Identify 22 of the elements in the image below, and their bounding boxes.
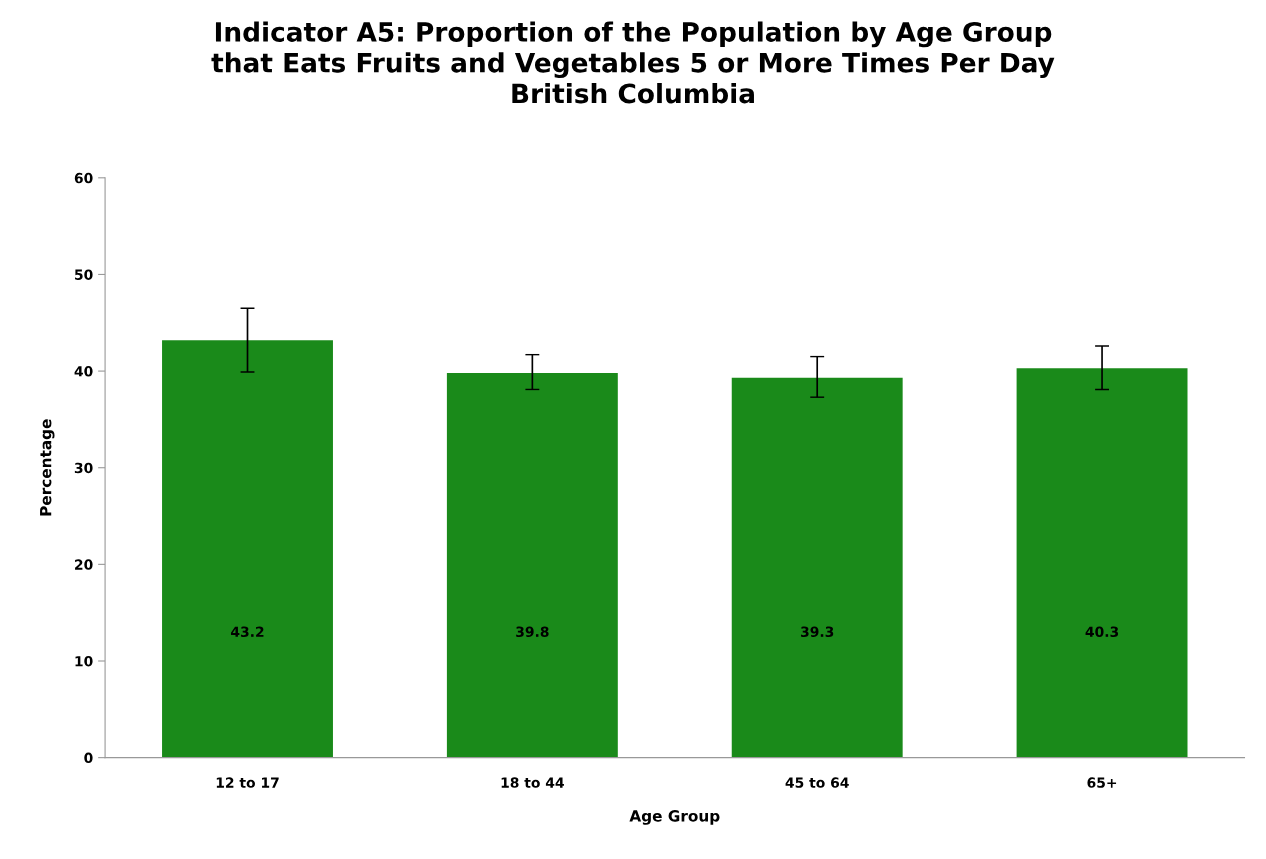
y-tick-label: 40 (74, 366, 93, 377)
y-tick-label: 0 (84, 752, 93, 764)
bar (162, 340, 333, 758)
x-tick-label: 45 to 64 (785, 777, 849, 788)
y-tick-label: 10 (75, 655, 93, 667)
y-tick-label: 30 (74, 462, 93, 474)
bar (446, 373, 618, 758)
data-label: 39.8 (516, 626, 549, 638)
y-tick-label: 50 (75, 269, 93, 280)
chart-title: Indicator A5: Proportion of the Population by Age Group that Eats Fruits and Vegetables 5 or More Times Per Day British Columbia (211, 21, 1055, 104)
y-tick-label: 60 (74, 172, 93, 184)
y-axis-title: Percentage (40, 419, 55, 516)
bar (1016, 368, 1188, 758)
y-tick-label: 20 (75, 559, 93, 570)
data-label: 40.3 (1085, 626, 1119, 638)
x-axis-title: Age Group (629, 810, 720, 825)
x-tick-label: 18 to 44 (501, 777, 564, 788)
data-label: 43.2 (230, 626, 264, 638)
bar (731, 377, 903, 758)
data-label: 39.3 (801, 626, 834, 638)
x-tick-label: 65+ (1087, 777, 1117, 788)
x-tick-label: 12 to 17 (216, 777, 279, 788)
